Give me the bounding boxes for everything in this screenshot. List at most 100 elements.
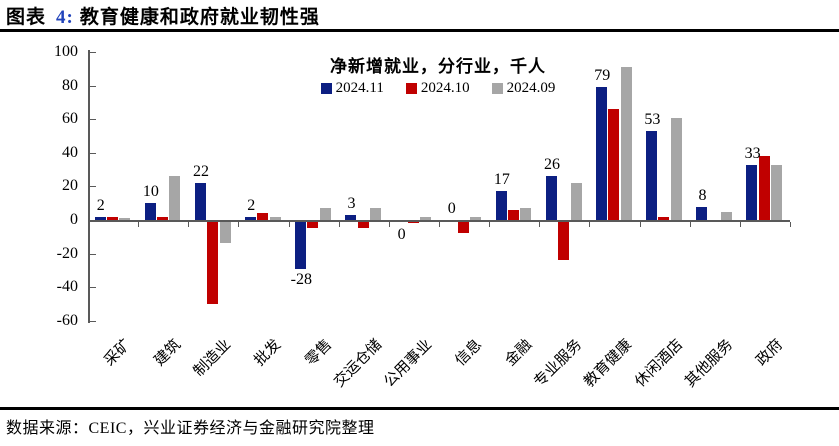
bar-value-label: 10 bbox=[142, 183, 159, 201]
bar-2024.09-其他服务 bbox=[720, 211, 732, 220]
bar-2024.10-教育健康 bbox=[608, 109, 620, 220]
bar-2024.09-公用事业 bbox=[420, 216, 432, 220]
bar-2024.10-金融 bbox=[508, 209, 520, 220]
legend-label: 2024.09 bbox=[506, 80, 556, 96]
chart-title: 净新增就业，分行业，千人 bbox=[330, 57, 546, 76]
legend-swatch-icon bbox=[491, 83, 503, 94]
y-axis-tick bbox=[89, 152, 96, 154]
bar-2024.11-交运仓储 bbox=[345, 214, 357, 220]
y-axis-tick bbox=[89, 287, 96, 289]
x-axis-category-label: 教育健康 bbox=[581, 336, 636, 391]
bar-2024.11-零售 bbox=[295, 221, 307, 269]
x-axis-tick bbox=[589, 221, 591, 227]
y-axis-tick-label: 20 bbox=[62, 177, 78, 195]
bar-chart: 净新增就业，分行业，千人 2024.11 2024.10 2024.09 100 80… bbox=[0, 32, 839, 407]
y-axis-tick-label: -60 bbox=[56, 311, 78, 329]
bar-2024.11-制造业 bbox=[194, 183, 206, 220]
y-axis-tick bbox=[89, 253, 96, 255]
bar-value-label: 8 bbox=[698, 186, 707, 204]
legend-label: 2024.11 bbox=[335, 80, 384, 96]
bar-value-label: 0 bbox=[447, 200, 456, 217]
y-axis-tick-label: 0 bbox=[70, 211, 78, 228]
x-axis-category-label: 制造业 bbox=[191, 336, 235, 380]
bar-2024.11-其他服务 bbox=[696, 206, 708, 220]
bar-2024.10-建筑 bbox=[157, 216, 169, 220]
x-axis-tick bbox=[88, 221, 89, 227]
bar-2024.09-交运仓储 bbox=[369, 208, 381, 220]
figure-label: 图表 bbox=[6, 7, 47, 28]
bar-2024.09-教育健康 bbox=[620, 67, 632, 220]
bar-2024.09-专业服务 bbox=[570, 183, 582, 220]
bar-value-label: 3 bbox=[347, 194, 356, 212]
bar-2024.10-交运仓储 bbox=[357, 221, 369, 229]
x-axis-category-label: 批发 bbox=[252, 336, 285, 370]
bar-2024.10-专业服务 bbox=[558, 221, 570, 261]
bar-2024.10-采矿 bbox=[106, 216, 118, 220]
x-axis-category-label: 其他服务 bbox=[682, 336, 736, 391]
legend-item-2024.10: 2024.10 bbox=[405, 80, 470, 97]
x-axis-tick bbox=[489, 221, 491, 227]
bottom-divider bbox=[0, 407, 839, 410]
x-axis-category-label: 公用事业 bbox=[381, 336, 436, 391]
y-axis bbox=[88, 50, 90, 323]
bar-2024.10-政府 bbox=[758, 156, 770, 220]
y-axis-tick bbox=[89, 186, 96, 188]
x-axis-category-label: 休闲酒店 bbox=[632, 336, 686, 391]
x-axis-category-label: 零售 bbox=[302, 336, 335, 370]
bar-2024.11-政府 bbox=[746, 164, 758, 220]
figure-number: 4: bbox=[56, 7, 74, 28]
x-axis-tick bbox=[439, 221, 440, 227]
bar-2024.11-建筑 bbox=[144, 203, 156, 220]
x-axis-category-label: 专业服务 bbox=[531, 336, 586, 391]
bar-2024.11-采矿 bbox=[94, 216, 106, 220]
bar-2024.11-金融 bbox=[495, 191, 507, 220]
bar-2024.09-批发 bbox=[269, 216, 281, 220]
bar-value-label: 33 bbox=[744, 144, 761, 162]
bar-value-label: 53 bbox=[644, 110, 661, 128]
y-axis-tick bbox=[89, 119, 96, 121]
y-axis-tick-label: -40 bbox=[56, 278, 78, 296]
legend-swatch-icon bbox=[405, 83, 417, 94]
x-axis-tick bbox=[388, 221, 390, 227]
bar-value-label: 22 bbox=[193, 163, 210, 181]
bar-2024.09-信息 bbox=[470, 216, 482, 220]
x-axis-tick bbox=[689, 221, 691, 227]
y-axis-tick-label: 40 bbox=[62, 143, 78, 161]
bar-2024.09-休闲酒店 bbox=[670, 117, 682, 220]
bar-2024.11-批发 bbox=[245, 216, 257, 220]
x-axis-category-label: 信息 bbox=[452, 336, 486, 370]
bar-2024.10-制造业 bbox=[207, 221, 219, 304]
bar-value-label: 0 bbox=[397, 225, 406, 243]
x-axis-tick bbox=[790, 221, 791, 227]
legend-swatch-icon bbox=[320, 83, 332, 94]
y-axis-tick-label: 80 bbox=[62, 76, 78, 94]
x-axis-tick bbox=[138, 221, 140, 227]
x-axis bbox=[88, 220, 790, 222]
x-axis-category-label: 建筑 bbox=[151, 336, 185, 370]
bar-value-label: -28 bbox=[290, 271, 312, 289]
bar-2024.11-专业服务 bbox=[545, 176, 557, 220]
figure-title: 图表 4: 教育健康和政府就业韧性强 bbox=[6, 2, 320, 29]
bar-value-label: 79 bbox=[594, 67, 611, 85]
x-axis-tick bbox=[739, 221, 741, 227]
bar-2024.11-休闲酒店 bbox=[646, 130, 658, 220]
bar-value-label: 26 bbox=[544, 156, 561, 174]
legend-item-2024.11: 2024.11 bbox=[320, 80, 384, 97]
x-axis-tick bbox=[539, 221, 541, 227]
figure-title-text: 教育健康和政府就业韧性强 bbox=[79, 7, 320, 28]
bar-2024.09-政府 bbox=[771, 164, 783, 220]
y-axis-tick bbox=[89, 52, 96, 53]
top-divider bbox=[0, 29, 839, 32]
legend-item-2024.09: 2024.09 bbox=[491, 80, 556, 97]
x-axis-tick bbox=[288, 221, 290, 227]
bar-2024.09-零售 bbox=[319, 208, 331, 220]
bar-2024.10-信息 bbox=[457, 221, 469, 234]
bar-value-label: 2 bbox=[247, 196, 256, 214]
x-axis-tick bbox=[338, 221, 340, 227]
bar-2024.09-金融 bbox=[520, 208, 532, 220]
bar-2024.10-零售 bbox=[307, 221, 319, 229]
bar-value-label: 17 bbox=[493, 171, 510, 189]
x-axis-category-label: 交运仓储 bbox=[331, 336, 385, 391]
bar-2024.09-建筑 bbox=[169, 176, 181, 220]
